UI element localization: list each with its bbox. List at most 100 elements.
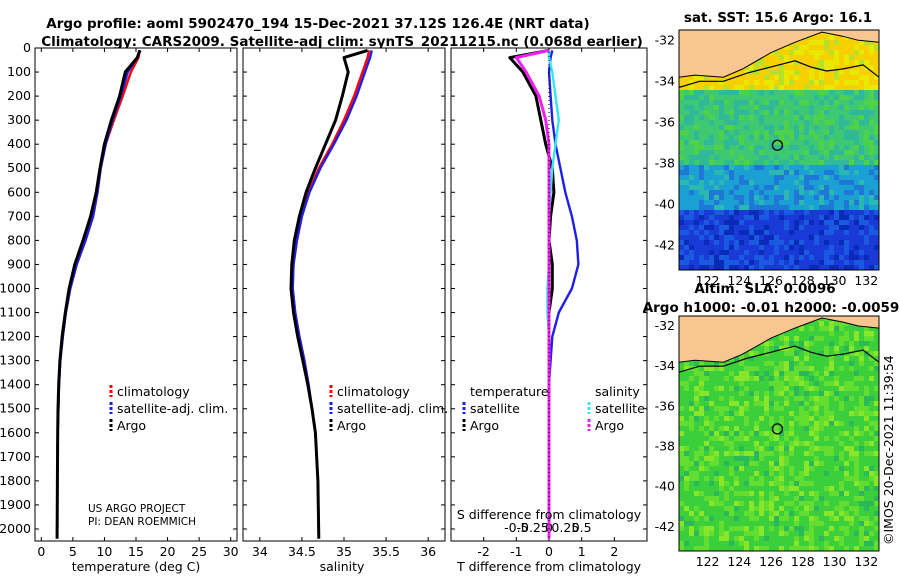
map-cell bbox=[789, 205, 795, 211]
map-cell bbox=[699, 160, 705, 166]
map-cell bbox=[784, 546, 790, 551]
map-cell bbox=[854, 155, 860, 161]
map-cell bbox=[729, 421, 735, 427]
map-cell bbox=[874, 80, 879, 86]
map-cell bbox=[799, 265, 805, 270]
map-cell bbox=[714, 185, 720, 191]
map-cell bbox=[859, 331, 865, 337]
map-cell bbox=[809, 160, 815, 166]
map-cell bbox=[854, 546, 860, 551]
map-cell bbox=[804, 235, 810, 241]
map-cell bbox=[704, 391, 710, 397]
map-cell bbox=[739, 426, 745, 432]
map-cell bbox=[804, 265, 810, 270]
map-cell bbox=[799, 155, 805, 161]
map-cell bbox=[849, 125, 855, 131]
map-cell bbox=[839, 451, 845, 457]
map-cell bbox=[849, 240, 855, 246]
map-cell bbox=[834, 115, 840, 121]
map-cell bbox=[734, 135, 740, 141]
map-cell bbox=[714, 180, 720, 186]
map-cell bbox=[754, 170, 760, 176]
map-cell bbox=[764, 175, 770, 181]
map-cell bbox=[714, 366, 720, 372]
map-cell bbox=[839, 381, 845, 387]
map-cell bbox=[809, 50, 815, 56]
map-cell bbox=[854, 361, 860, 367]
map-cell bbox=[859, 341, 865, 347]
map-cell bbox=[784, 245, 790, 251]
map-cell bbox=[764, 346, 770, 352]
map-cell bbox=[679, 481, 685, 487]
map-cell bbox=[829, 240, 835, 246]
map-cell bbox=[704, 441, 710, 447]
map-cell bbox=[774, 120, 780, 126]
map-cell bbox=[804, 260, 810, 266]
map-cell bbox=[869, 175, 875, 181]
map-cell bbox=[859, 366, 865, 372]
map-cell bbox=[864, 421, 870, 427]
map-cell bbox=[864, 185, 870, 191]
map-cell bbox=[869, 205, 875, 211]
legend-label: satellite bbox=[470, 401, 520, 416]
map-cell bbox=[859, 531, 865, 537]
map-cell bbox=[839, 230, 845, 236]
map-cell bbox=[864, 265, 870, 270]
map-cell bbox=[844, 125, 850, 131]
map-cell bbox=[724, 406, 730, 412]
map-cell bbox=[809, 185, 815, 191]
map-cell bbox=[824, 506, 830, 512]
legend-label: climatology bbox=[337, 384, 410, 399]
map-cell bbox=[814, 265, 820, 270]
map-cell bbox=[679, 406, 685, 412]
map-cell bbox=[844, 45, 850, 51]
map-cell bbox=[764, 496, 770, 502]
map-cell bbox=[734, 461, 740, 467]
map-cell bbox=[784, 531, 790, 537]
map-cell bbox=[699, 366, 705, 372]
series-line-argo bbox=[289, 48, 369, 539]
map-cell bbox=[759, 436, 765, 442]
map-cell bbox=[829, 80, 835, 86]
map-cell bbox=[814, 421, 820, 427]
map-cell bbox=[819, 456, 825, 462]
map-cell bbox=[849, 371, 855, 377]
x-tick-label: -2 bbox=[477, 544, 489, 559]
map-cell bbox=[834, 506, 840, 512]
map-cell bbox=[859, 65, 865, 71]
map-cell bbox=[794, 215, 800, 221]
map-cell bbox=[739, 491, 745, 497]
map-cell bbox=[819, 40, 825, 46]
map-cell bbox=[754, 160, 760, 166]
map-cell bbox=[839, 255, 845, 261]
map-cell bbox=[854, 255, 860, 261]
map-cell bbox=[799, 441, 805, 447]
map-cell bbox=[709, 80, 715, 86]
map-cell bbox=[809, 511, 815, 517]
map-cell bbox=[859, 356, 865, 362]
map-cell bbox=[849, 351, 855, 357]
map-cell bbox=[874, 371, 879, 377]
map-cell bbox=[769, 245, 775, 251]
map-cell bbox=[754, 135, 760, 141]
map-cell bbox=[844, 346, 850, 352]
map-cell bbox=[784, 376, 790, 382]
map-cell bbox=[854, 426, 860, 432]
map-cell bbox=[769, 356, 775, 362]
map-cell bbox=[759, 441, 765, 447]
map-cell bbox=[864, 190, 870, 196]
y-tick-label: 300 bbox=[7, 112, 31, 127]
map-cell bbox=[759, 381, 765, 387]
map-cell bbox=[834, 511, 840, 517]
map-cell bbox=[819, 55, 825, 61]
map-cell bbox=[859, 60, 865, 66]
map-cell bbox=[774, 75, 780, 81]
map-cell bbox=[864, 115, 870, 121]
map-cell bbox=[709, 215, 715, 221]
map-cell bbox=[799, 95, 805, 101]
map-cell bbox=[804, 426, 810, 432]
map-cell bbox=[709, 446, 715, 452]
map-cell bbox=[744, 150, 750, 156]
map-cell bbox=[854, 105, 860, 111]
map-cell bbox=[809, 105, 815, 111]
